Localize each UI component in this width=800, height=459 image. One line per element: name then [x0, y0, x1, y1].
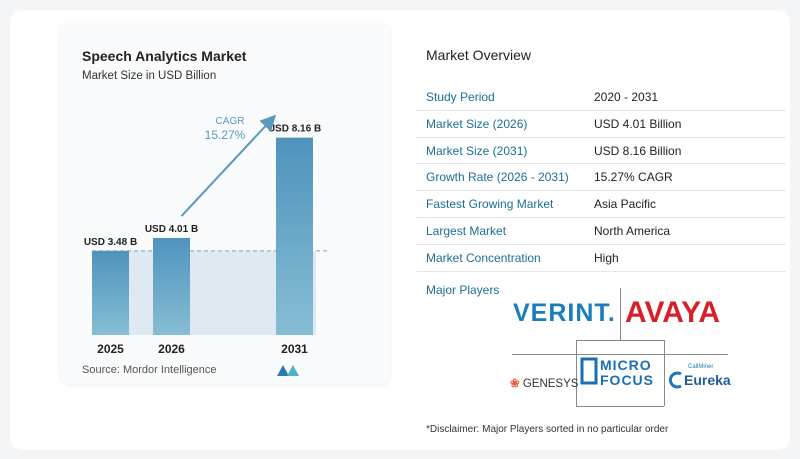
overview-value: Asia Pacific	[594, 197, 657, 212]
overview-row: Largest Market North America	[416, 218, 786, 245]
genesys-mark-icon: ❀	[510, 378, 520, 390]
cagr-value: 15.27%	[205, 128, 246, 142]
logo-divider	[620, 288, 621, 340]
overview-row: Growth Rate (2026 - 2031) 15.27% CAGR	[416, 164, 786, 192]
data-label: USD 8.16 B	[268, 124, 321, 135]
overview-value: North America	[594, 223, 671, 238]
overview-key: Largest Market	[426, 223, 507, 238]
overview-key: Fastest Growing Market	[426, 197, 554, 212]
bar-2026	[153, 238, 190, 335]
mordor-logo-icon	[277, 365, 299, 376]
overview-row: Market Size (2026) USD 4.01 Billion	[416, 111, 786, 138]
avaya-logo: AVAYA	[625, 296, 721, 329]
logo-divider	[576, 406, 664, 407]
chart-title: Speech Analytics Market	[82, 48, 247, 64]
bar-chart: USD 3.48 B 2025 USD 4.01 B 2026 USD 8.16 B 20…	[84, 114, 330, 356]
bar-2025	[92, 250, 129, 335]
micro-text: MICRO	[600, 357, 652, 373]
overview-key: Market Size (2026)	[426, 116, 528, 131]
overview-key: Market Concentration	[426, 250, 541, 265]
overview-value: High	[594, 250, 619, 265]
logo-divider	[576, 340, 577, 406]
logo-divider	[512, 354, 728, 355]
tick-label: 2026	[158, 342, 185, 356]
overview-key: Growth Rate (2026 - 2031)	[426, 170, 569, 185]
logo-divider	[664, 340, 665, 406]
microfocus-bracket-icon	[580, 357, 598, 385]
overview-row: Fastest Growing Market Asia Pacific	[416, 191, 786, 218]
tick-label: 2025	[97, 342, 124, 356]
eureka-text: Eureka	[684, 372, 731, 388]
focus-text: FOCUS	[600, 372, 654, 388]
cagr-label: CAGR	[216, 116, 245, 127]
major-players-title: Major Players	[426, 283, 500, 297]
overview-key: Study Period	[426, 90, 495, 104]
disclaimer: *Disclaimer: Major Players sorted in no …	[426, 424, 669, 435]
overview-value: 15.27% CAGR	[594, 170, 673, 185]
bar-2031	[276, 137, 313, 335]
cagr-arrow	[180, 114, 277, 217]
verint-logo: VERINT.	[513, 299, 616, 327]
genesys-logo: ❀ GENESYS	[510, 376, 578, 390]
chart-subtitle: Market Size in USD Billion	[82, 70, 217, 82]
genesys-text: GENESYS	[522, 378, 579, 390]
logo-divider	[576, 340, 664, 341]
overview-value: USD 4.01 Billion	[594, 116, 682, 131]
eureka-mark-icon	[668, 371, 682, 389]
eureka-small-text: CallMiner	[688, 364, 714, 370]
source-note: Source: Mordor Intelligence	[82, 364, 217, 376]
overview-value: USD 8.16 Billion	[594, 143, 682, 158]
tick-label: 2031	[281, 342, 308, 356]
overview-row: Market Size (2031) USD 8.16 Billion	[416, 138, 786, 165]
overview-table: Study Period 2020 - 2031 Market Size (2026…	[416, 84, 786, 272]
overview-row: Study Period 2020 - 2031	[416, 84, 786, 111]
overview-value: 2020 - 2031	[594, 90, 659, 104]
data-label: USD 4.01 B	[145, 224, 198, 235]
overview-title: Market Overview	[426, 47, 532, 63]
data-label: USD 3.48 B	[84, 237, 137, 248]
overview-row: Market Concentration High	[416, 245, 786, 272]
overview-key: Market Size (2031)	[426, 143, 528, 158]
